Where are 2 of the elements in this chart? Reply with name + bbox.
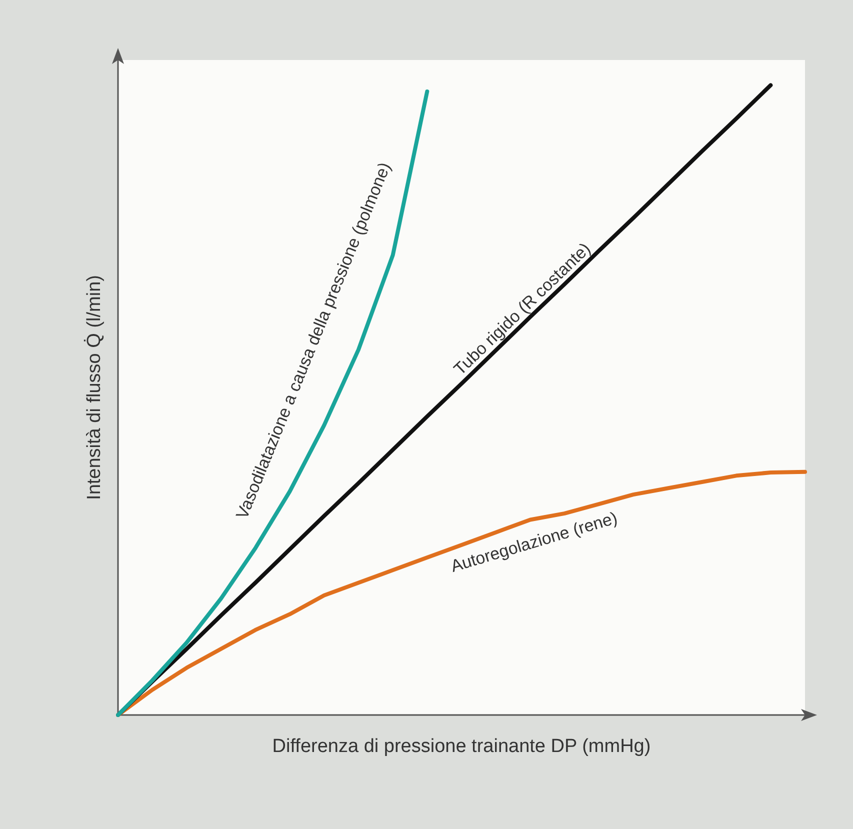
- x-axis-title: Differenza di pressione trainante DP (mmHg): [272, 736, 651, 757]
- y-axis-title: Intensità di flusso Q̇ (l/min): [83, 275, 105, 500]
